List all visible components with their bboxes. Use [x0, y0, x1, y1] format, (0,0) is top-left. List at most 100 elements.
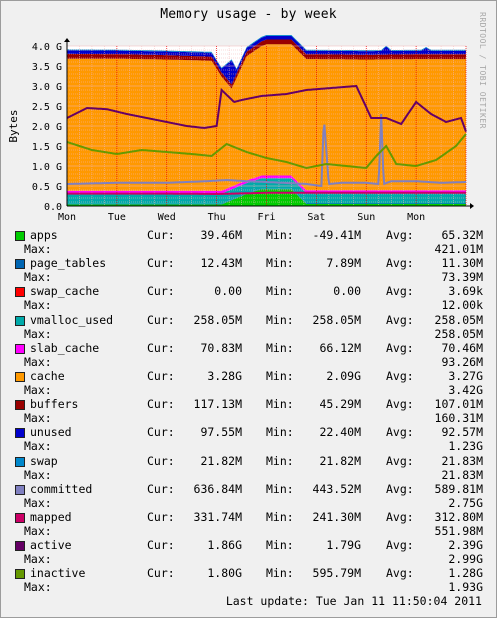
max-value: 551.98M: [434, 524, 483, 538]
max-value: 160.31M: [434, 411, 483, 426]
avg-label: Avg:: [386, 425, 414, 440]
avg-label: Avg:: [386, 481, 414, 496]
legend-row-buffers: buffers Cur: 117.13M Min: 45.29M Avg: 107.01M: [0, 397, 497, 411]
avg-label: Avg:: [386, 256, 414, 271]
min-value: 2.09G: [326, 369, 361, 383]
legend-swatch: [15, 343, 25, 354]
legend-max-row-cache: Max: 3.42G: [0, 383, 497, 397]
y-tick-label: 1.5 G: [32, 142, 62, 153]
avg-value: 3.27G: [448, 369, 483, 383]
avg-label: Avg:: [386, 397, 414, 412]
legend-swatch: [15, 259, 25, 270]
max-value: 258.05M: [434, 326, 483, 341]
avg-label: Avg:: [386, 312, 414, 327]
legend-max-row-active: Max: 2.99G: [0, 552, 497, 566]
min-value: 21.82M: [319, 453, 361, 468]
legend-swatch: [15, 428, 25, 439]
x-tick-label: Sun: [357, 212, 375, 223]
cur-value: 39.46M: [200, 228, 242, 242]
y-tick-label: 0.0: [44, 202, 62, 213]
legend-row-inactive: inactive Cur: 1.80G Min: 595.79M Avg: 1.28G: [0, 566, 497, 580]
min-value: -49.41M: [312, 228, 361, 242]
legend-row-slab-cache: slab_cache Cur: 70.83M Min: 66.12M Avg: 70.46M: [0, 341, 497, 355]
legend-series-name: swap: [30, 453, 58, 468]
last-update: Last update: Tue Jan 11 11:50:04 2011: [225, 594, 482, 608]
cur-value: 1.80G: [207, 566, 242, 581]
cur-value: 97.55M: [200, 425, 242, 440]
x-tick-label: Sat: [307, 212, 325, 223]
min-label: Min:: [266, 312, 294, 327]
legend-row-cache: cache Cur: 3.28G Min: 2.09G Avg: 3.27G: [0, 369, 497, 383]
max-value: 3.42G: [448, 383, 483, 397]
cur-label: Cur:: [147, 340, 175, 355]
max-label: Max:: [24, 439, 52, 454]
x-axis-arrow: [470, 203, 474, 209]
cur-value: 258.05M: [193, 312, 242, 327]
legend-series-name: committed: [30, 481, 93, 496]
max-label: Max:: [24, 495, 52, 510]
max-value: 93.26M: [441, 354, 483, 369]
min-label: Min:: [266, 538, 294, 553]
min-label: Min:: [266, 425, 294, 440]
legend-series-name: active: [30, 538, 72, 553]
min-label: Min:: [266, 256, 294, 271]
legend-series-name: swap_cache: [30, 284, 100, 299]
legend-max-row-committed: Max: 2.75G: [0, 496, 497, 510]
legend-swatch: [15, 287, 25, 298]
legend-row-mapped: mapped Cur: 331.74M Min: 241.30M Avg: 312.80M: [0, 510, 497, 524]
min-label: Min:: [266, 510, 294, 524]
avg-value: 21.83M: [441, 453, 483, 468]
max-value: 73.39M: [441, 270, 483, 285]
legend-series-name: buffers: [30, 397, 79, 412]
legend-series-name: vmalloc_used: [30, 312, 114, 327]
min-value: 7.89M: [326, 256, 361, 271]
series-inactive: [66, 133, 467, 170]
max-value: 12.00k: [441, 298, 483, 313]
legend-swatch: [15, 456, 25, 467]
rrdtool-credit: RRDTOOL / TOBI OETIKER: [478, 12, 487, 129]
max-label: Max:: [24, 552, 52, 567]
max-value: 1.23G: [448, 439, 483, 454]
cur-label: Cur:: [147, 312, 175, 327]
memory-chart: 0.0 0.5 G 1.0 G 1.5 G 2.0 G 2.5 G 3.0 G 3.5 G 4.…: [7, 35, 474, 223]
legend-row-page-tables: page_tables Cur: 12.43M Min: 7.89M Avg: 11.30M: [0, 256, 497, 270]
legend-series-name: unused: [30, 425, 72, 440]
min-value: 0.00: [333, 284, 361, 299]
series-mapped: [67, 191, 466, 195]
y-tick-label: 1.0 G: [32, 162, 62, 173]
avg-label: Avg:: [386, 538, 414, 553]
min-value: 443.52M: [312, 481, 361, 496]
avg-value: 258.05M: [434, 312, 483, 327]
avg-label: Avg:: [386, 369, 414, 383]
cur-label: Cur:: [147, 481, 175, 496]
legend-max-row-swap-cache: Max: 12.00k: [0, 298, 497, 312]
legend-swatch: [15, 315, 25, 326]
cur-label: Cur:: [147, 397, 175, 412]
max-label: Max:: [24, 467, 52, 482]
cur-label: Cur:: [147, 566, 175, 581]
x-tick-label: Tue: [108, 212, 126, 223]
y-tick-label: 2.0 G: [32, 122, 62, 133]
avg-value: 11.30M: [441, 256, 483, 271]
cur-label: Cur:: [147, 425, 175, 440]
legend-swatch: [15, 372, 25, 382]
avg-label: Avg:: [386, 284, 414, 299]
max-label: Max:: [24, 242, 52, 256]
legend-row-vmalloc-used: vmalloc_used Cur: 258.05M Min: 258.05M Avg: 25…: [0, 313, 497, 327]
cur-value: 636.84M: [193, 481, 242, 496]
avg-label: Avg:: [386, 340, 414, 355]
avg-value: 92.57M: [441, 425, 483, 440]
cur-label: Cur:: [147, 453, 175, 468]
legend-row-unused: unused Cur: 97.55M Min: 22.40M Avg: 92.57M: [0, 425, 497, 439]
max-label: Max:: [24, 354, 52, 369]
min-label: Min:: [266, 369, 294, 383]
cur-value: 12.43M: [200, 256, 242, 271]
min-value: 595.79M: [312, 566, 361, 581]
avg-label: Avg:: [386, 453, 414, 468]
x-tick-label: Wed: [158, 212, 176, 223]
legend-series-name: mapped: [30, 510, 72, 524]
min-label: Min:: [266, 481, 294, 496]
legend-row-apps: apps Cur: 39.46M Min: -49.41M Avg: 65.32M: [0, 228, 497, 242]
legend-row-swap-cache: swap_cache Cur: 0.00 Min: 0.00 Avg: 3.69k: [0, 284, 497, 298]
avg-label: Avg:: [386, 566, 414, 581]
